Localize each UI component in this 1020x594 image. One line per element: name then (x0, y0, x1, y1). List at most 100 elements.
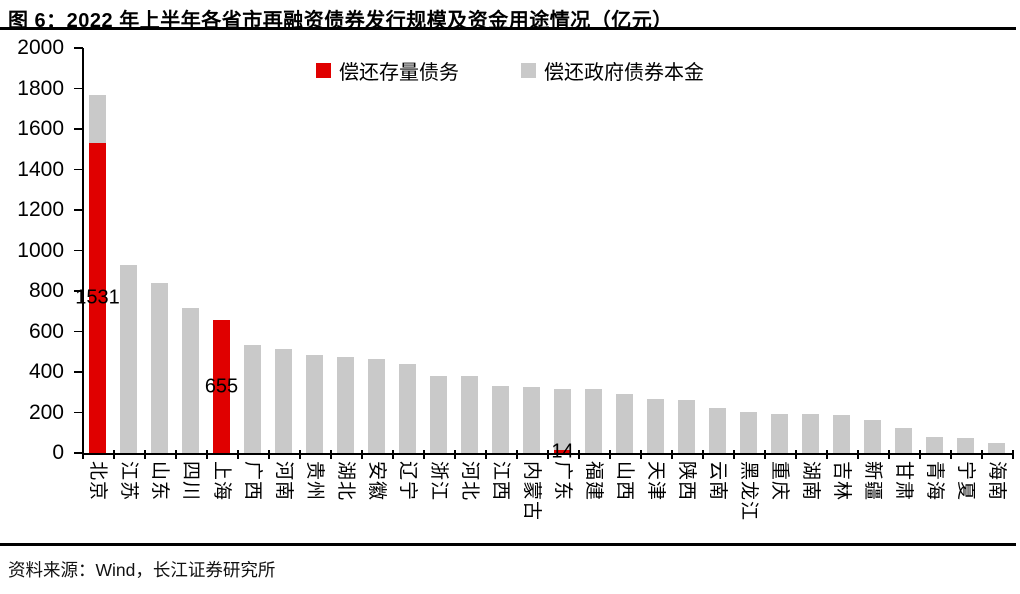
x-axis-category-label: 广东 (552, 461, 573, 502)
x-axis-category-label: 内蒙古 (521, 461, 542, 522)
x-axis-category-label: 新疆 (862, 461, 883, 502)
y-axis-tick (74, 209, 83, 211)
y-axis-tick (74, 330, 83, 333)
x-axis-category-label: 江西 (490, 461, 511, 502)
bar-segment-repay-existing-debt (213, 320, 230, 453)
legend-label: 偿还存量债务 (339, 62, 459, 84)
x-axis-tick (919, 450, 921, 459)
y-axis-tick (74, 371, 83, 373)
x-axis-category-label: 宁夏 (955, 461, 976, 502)
x-axis-tick (640, 450, 642, 459)
y-axis-tick-label: 1400 (17, 157, 64, 181)
bar-segment-repay-bond-principal (523, 387, 540, 453)
x-axis-tick (361, 450, 363, 459)
y-axis-tick (74, 452, 83, 454)
x-axis-tick (764, 450, 766, 459)
y-axis-tick-label: 800 (28, 279, 64, 302)
legend-swatch-red (316, 63, 331, 78)
x-axis-category-label: 辽宁 (397, 461, 418, 502)
y-axis-tick-label: 1000 (17, 238, 64, 262)
x-axis-tick (485, 450, 487, 459)
bar-segment-repay-bond-principal (430, 376, 447, 453)
y-axis-tick (74, 290, 83, 292)
x-axis-tick (237, 450, 239, 459)
bar-segment-repay-bond-principal (275, 348, 292, 453)
x-axis-category-label: 天津 (645, 461, 666, 502)
x-axis-category-label: 海南 (986, 461, 1007, 502)
bar-segment-repay-bond-principal (957, 437, 974, 453)
y-axis-tick (74, 47, 83, 49)
y-axis-tick-label: 2000 (17, 36, 64, 59)
chart-legend: 偿还存量债务 偿还政府债券本金 (316, 56, 704, 85)
y-axis-tick (74, 249, 83, 252)
x-axis-category-label: 黑龙江 (738, 461, 759, 522)
y-axis-tick-label: 1200 (17, 198, 64, 221)
bar-segment-repay-bond-principal (709, 408, 726, 453)
bar-segment-repay-bond-principal (461, 376, 478, 453)
bar-segment-repay-bond-principal (244, 344, 261, 453)
legend-item-repay-bond-principal: 偿还政府债券本金 (521, 56, 704, 85)
x-axis-tick (454, 450, 456, 459)
x-axis-tick (826, 450, 828, 459)
data-label: 1531 (75, 286, 120, 309)
bar-segment-repay-bond-principal (895, 427, 912, 453)
bar-segment-repay-bond-principal (647, 398, 664, 453)
data-label: 14 (551, 440, 574, 463)
x-axis-category-label: 河北 (459, 461, 480, 502)
bar-segment-repay-bond-principal (585, 389, 602, 453)
x-axis-tick (144, 450, 146, 459)
bar-segment-repay-bond-principal (337, 357, 354, 453)
x-axis-category-label: 青海 (924, 461, 945, 502)
x-axis-category-label: 湖南 (800, 461, 821, 502)
bar-segment-repay-bond-principal (926, 437, 943, 453)
bar-segment-repay-bond-principal (616, 393, 633, 453)
x-axis-tick (423, 450, 425, 459)
x-axis-tick (578, 450, 580, 459)
x-axis-tick (206, 450, 208, 459)
y-axis-tick-label: 600 (28, 319, 64, 343)
x-axis-tick (981, 450, 983, 459)
bar-segment-repay-bond-principal (988, 442, 1005, 453)
x-axis-category-label: 上海 (211, 461, 232, 502)
x-axis-category-label: 浙江 (428, 461, 449, 502)
x-axis-category-label: 四川 (180, 461, 201, 502)
x-axis-category-label: 山西 (614, 461, 635, 502)
bar-segment-repay-bond-principal (89, 94, 106, 143)
y-axis-tick (74, 168, 83, 171)
y-axis-tick-label: 0 (52, 441, 64, 464)
bar-segment-repay-bond-principal (399, 364, 416, 453)
legend-item-repay-existing-debt: 偿还存量债务 (316, 56, 459, 85)
bar-segment-repay-bond-principal (151, 283, 168, 453)
x-axis-category-label: 山东 (149, 461, 170, 502)
y-axis-tick (74, 128, 83, 130)
x-axis-category-label: 北京 (87, 461, 108, 502)
x-axis-category-label: 陕西 (676, 461, 697, 502)
x-axis-tick (330, 450, 332, 459)
y-axis (82, 48, 84, 455)
x-axis-tick (609, 450, 611, 459)
source-note: 资料来源：Wind，长江证券研究所 (8, 560, 276, 580)
bar-segment-repay-bond-principal (182, 308, 199, 453)
y-axis-tick-label: 400 (28, 360, 64, 383)
x-axis-tick (950, 450, 952, 459)
bar-segment-repay-bond-principal (120, 264, 137, 453)
x-axis-tick (857, 450, 859, 459)
bar-segment-repay-bond-principal (740, 411, 757, 453)
x-axis-tick (671, 450, 673, 459)
x-axis-tick (175, 450, 177, 459)
bar-segment-repay-bond-principal (554, 388, 571, 451)
bar-segment-repay-bond-principal (833, 414, 850, 453)
x-axis-tick (299, 450, 301, 459)
figure-title: 图 6：2022 年上半年各省市再融资债券发行规模及资金用途情况（亿元） (8, 10, 673, 32)
x-axis-category-label: 甘肃 (893, 461, 914, 502)
y-axis-tick-label: 1800 (17, 76, 64, 100)
x-axis-category-label: 云南 (707, 461, 728, 502)
y-axis-tick-label: 200 (28, 400, 64, 424)
x-axis-category-label: 重庆 (769, 461, 790, 502)
bar-segment-repay-bond-principal (771, 414, 788, 453)
bar-segment-repay-bond-principal (368, 359, 385, 453)
x-axis-category-label: 河南 (273, 461, 294, 502)
bar-segment-repay-bond-principal (492, 385, 509, 453)
x-axis-category-label: 安徽 (366, 461, 387, 502)
